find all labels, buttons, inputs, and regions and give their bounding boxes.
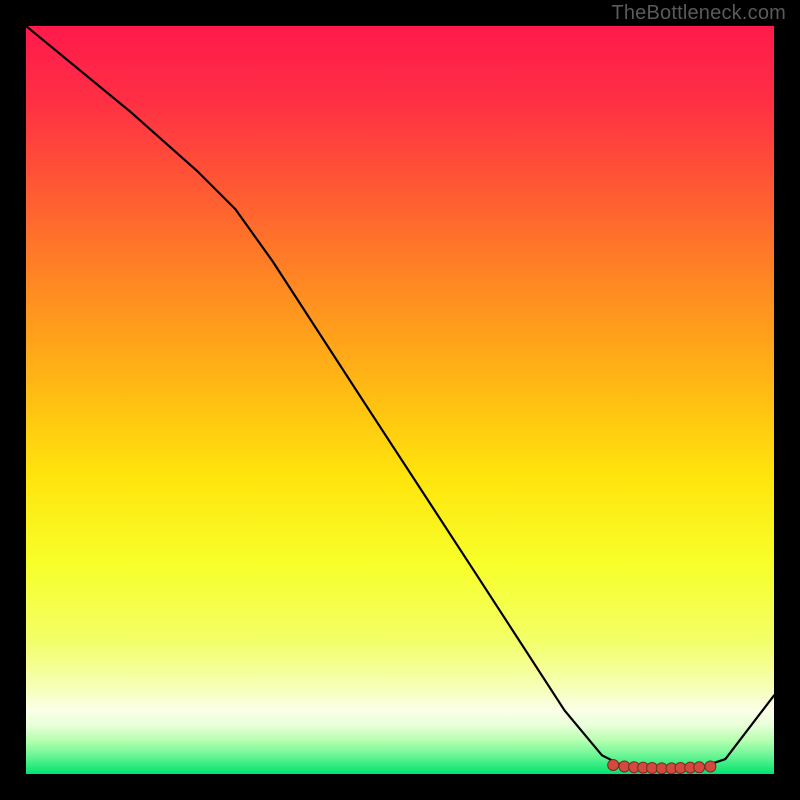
data-marker bbox=[694, 762, 705, 773]
chart-container: TheBottleneck.com bbox=[0, 0, 800, 800]
attribution-label: TheBottleneck.com bbox=[611, 2, 786, 25]
data-marker bbox=[705, 761, 716, 772]
chart-svg bbox=[26, 26, 774, 774]
plot-area bbox=[26, 26, 774, 774]
data-marker bbox=[608, 760, 619, 771]
chart-background bbox=[26, 26, 774, 774]
